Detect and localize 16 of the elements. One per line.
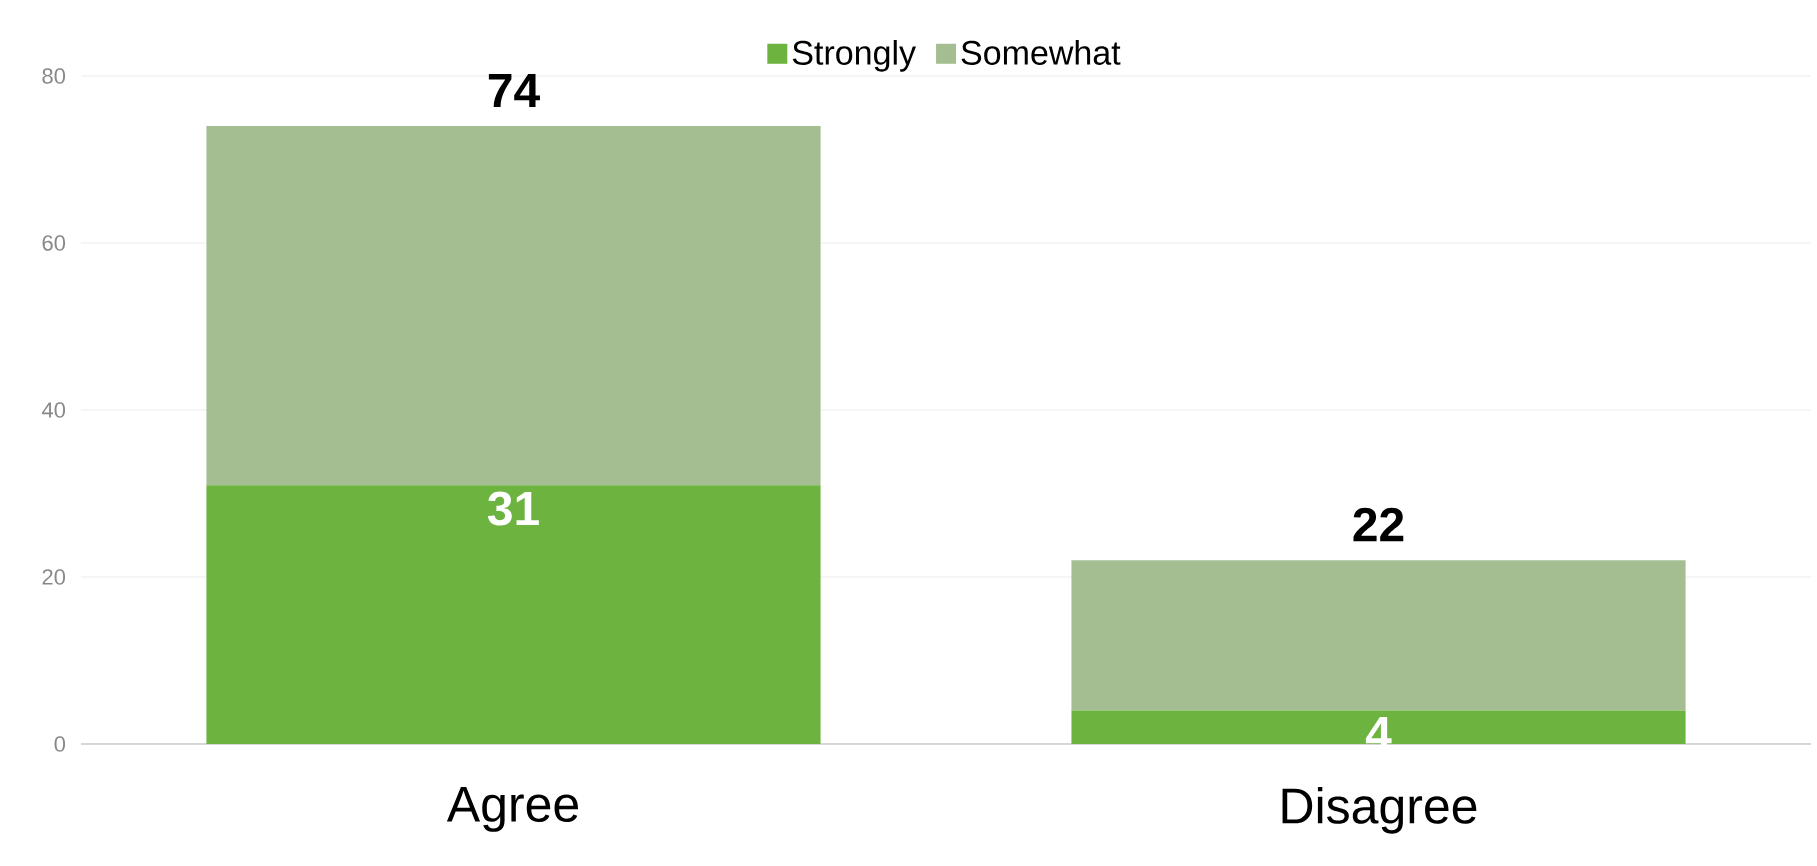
y-tick-label: 0 <box>54 736 66 752</box>
y-tick-label: 80 <box>42 68 66 84</box>
bar <box>206 485 821 744</box>
y-tick-label: 20 <box>42 569 66 585</box>
x-tick-label: Agree <box>446 787 578 832</box>
bar <box>206 126 821 486</box>
bar <box>1071 560 1686 711</box>
legend-label: Strongly <box>792 39 916 72</box>
total-label: 22 <box>1353 507 1404 542</box>
x-tick-label: Disagree <box>1282 787 1477 834</box>
y-tick-label: 40 <box>41 402 66 418</box>
total-label: 74 <box>488 74 540 108</box>
data-label: 31 <box>487 491 539 526</box>
bar <box>1071 710 1686 744</box>
legend-label: Somewhat <box>961 39 1121 65</box>
y-tick-label: 60 <box>42 235 66 251</box>
